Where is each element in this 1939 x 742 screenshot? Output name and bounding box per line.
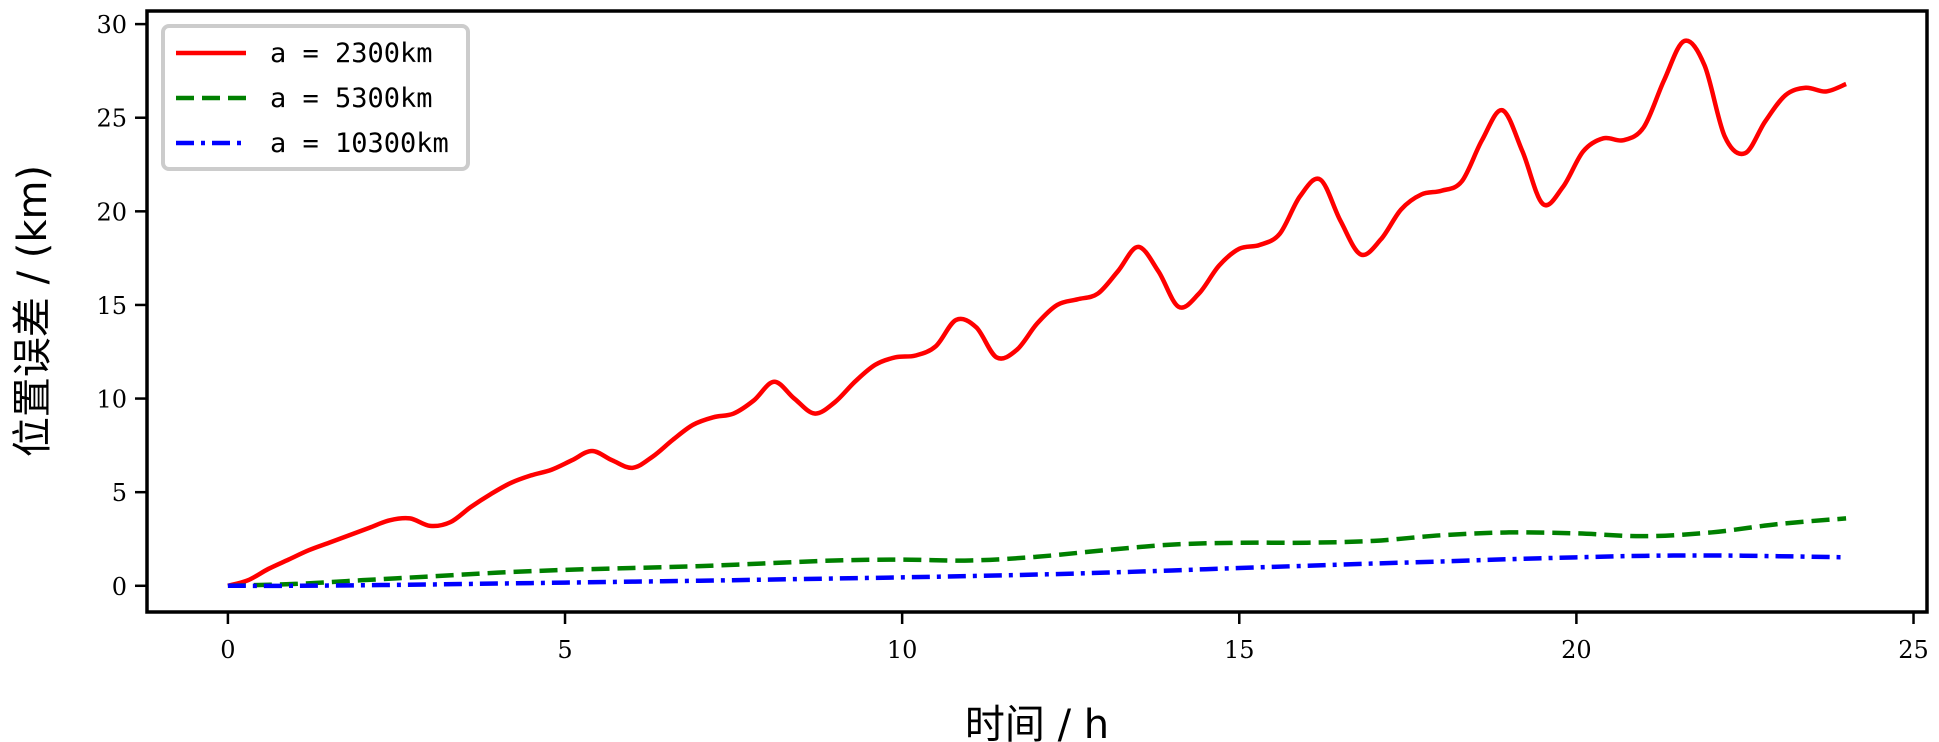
x-tick-label: 15 bbox=[1224, 636, 1255, 664]
x-axis-label: 时间 / h bbox=[965, 702, 1109, 742]
y-axis: 0 5 10 15 20 25 30 bbox=[96, 11, 147, 601]
legend-label-2: a = 5300km bbox=[270, 83, 433, 114]
x-tick-label: 0 bbox=[220, 636, 235, 664]
series-line-3 bbox=[227, 553, 1847, 589]
legend-label-1: a = 2300km bbox=[270, 38, 433, 69]
y-tick-label: 0 bbox=[112, 573, 127, 601]
y-tick-label: 5 bbox=[112, 479, 127, 507]
y-tick-label: 20 bbox=[96, 198, 127, 226]
legend: a = 2300km a = 5300km a = 10300km bbox=[161, 24, 470, 171]
y-tick-label: 25 bbox=[96, 105, 127, 133]
x-axis: 0 5 10 15 20 25 bbox=[220, 612, 1929, 664]
y-tick-label: 15 bbox=[96, 292, 127, 320]
series-line-1 bbox=[227, 38, 1847, 588]
series-layer bbox=[227, 38, 1847, 589]
plot-frame bbox=[145, 9, 1929, 614]
x-tick-label: 10 bbox=[887, 636, 918, 664]
y-tick-label: 10 bbox=[96, 386, 127, 414]
x-tick-label: 25 bbox=[1898, 636, 1929, 664]
y-axis-label: 位置误差 / (km) bbox=[10, 165, 56, 457]
x-tick-label: 5 bbox=[557, 636, 572, 664]
legend-label-3: a = 10300km bbox=[270, 128, 449, 159]
y-tick-label: 30 bbox=[96, 11, 127, 39]
series-line-2 bbox=[227, 516, 1847, 589]
legend-box bbox=[161, 24, 470, 171]
x-tick-label: 20 bbox=[1561, 636, 1592, 664]
